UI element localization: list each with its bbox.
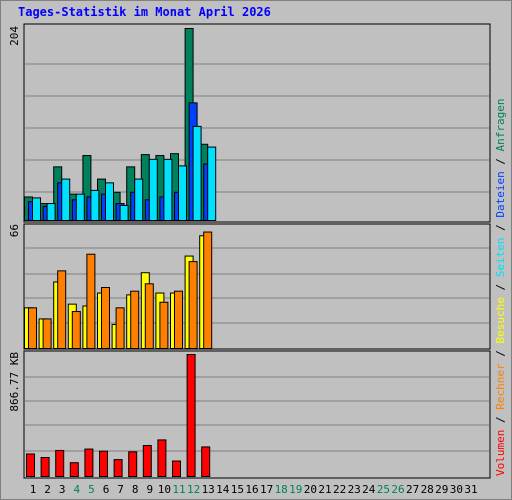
bar-volumen-day-3: [55, 449, 65, 477]
x-tick-label-day-5: 5: [88, 483, 95, 496]
legend-entry-dateien: Dateien: [494, 171, 507, 217]
legend-text: Volumen / Rechner / Besuche / Seiten / D…: [494, 98, 507, 476]
x-tick-label-day-6: 6: [103, 483, 110, 496]
bar-volumen-day-1: [26, 453, 35, 478]
x-tick-label-day-27: 27: [406, 483, 419, 496]
bar-seiten-day-4: [75, 193, 85, 222]
legend-separator: /: [494, 277, 507, 297]
bar-seiten-day-3: [61, 178, 71, 222]
legend-separator: /: [494, 410, 507, 430]
x-tick-label-day-10: 10: [158, 483, 171, 496]
y-max-label-requests: 204: [8, 26, 21, 46]
legend-entry-volumen: Volumen: [494, 430, 507, 476]
bar-seiten-day-10: [163, 158, 173, 222]
x-tick-label-day-19: 19: [289, 483, 302, 496]
bar-seiten-day-2: [46, 203, 56, 221]
x-tick-label-day-24: 24: [362, 483, 376, 496]
bar-seiten-day-12: [192, 125, 202, 221]
x-tick-label-day-23: 23: [348, 483, 361, 496]
x-tick-label-day-8: 8: [132, 483, 139, 496]
x-tick-label-day-7: 7: [117, 483, 124, 496]
bar-rechner-day-10: [159, 301, 169, 349]
x-tick-label-day-20: 20: [304, 483, 317, 496]
chart-title: Tages-Statistik im Monat April 2026: [18, 5, 271, 19]
bar-seiten-day-13: [207, 146, 217, 222]
bar-seiten-day-1: [32, 197, 41, 221]
x-tick-label-day-13: 13: [202, 483, 215, 496]
x-tick-label-day-2: 2: [44, 483, 51, 496]
bar-volumen-day-9: [142, 445, 152, 477]
x-axis-labels: 1 2 3 4 5 6 7 8 9 10 11 12 13 14 15 16 17 18 19 20 21 22 23 24 2…: [30, 483, 478, 496]
volume-panel: [23, 350, 491, 479]
x-tick-label-day-9: 9: [146, 483, 153, 496]
x-tick-label-day-21: 21: [318, 483, 331, 496]
bar-seiten-day-7: [119, 204, 129, 222]
bar-volumen-day-6: [99, 450, 108, 477]
bar-volumen-day-11: [172, 460, 181, 478]
legend-entry-besuche: Besuche: [494, 297, 507, 343]
x-tick-label-day-1: 1: [30, 483, 37, 496]
bar-seiten-day-5: [90, 189, 100, 222]
x-tick-label-day-11: 11: [172, 483, 185, 496]
x-tick-label-day-17: 17: [260, 483, 273, 496]
y-max-label-visits: 66: [8, 224, 21, 237]
bar-rechner-day-11: [174, 290, 183, 349]
bar-rechner-day-6: [101, 287, 110, 349]
x-tick-label-day-26: 26: [391, 483, 404, 496]
bar-seiten-day-9: [148, 158, 158, 222]
legend-entry-anfragen: Anfragen: [494, 98, 507, 151]
bar-volumen-day-7: [113, 459, 123, 478]
bar-rechner-day-5: [86, 253, 96, 350]
x-tick-label-day-4: 4: [73, 483, 80, 496]
bar-volumen-day-5: [84, 448, 94, 478]
right-legend: Volumen / Rechner / Besuche / Seiten / D…: [494, 98, 507, 476]
x-tick-label-day-16: 16: [245, 483, 258, 496]
legend-separator: /: [494, 218, 507, 238]
bar-volumen-day-4: [69, 462, 79, 478]
bar-rechner-day-1: [28, 307, 37, 350]
bar-seiten-day-11: [178, 165, 187, 221]
bar-volumen-day-13: [201, 446, 211, 477]
bar-rechner-day-7: [115, 307, 125, 350]
bar-volumen-day-8: [128, 451, 138, 477]
legend-entry-seiten: Seiten: [494, 238, 507, 278]
x-tick-label-day-15: 15: [231, 483, 244, 496]
x-tick-label-day-29: 29: [435, 483, 448, 496]
y-axis-labels: 204 66 866.77 KB: [8, 26, 21, 412]
bar-rechner-day-13: [203, 231, 213, 349]
x-tick-label-day-31: 31: [464, 483, 477, 496]
bar-volumen-day-2: [40, 456, 50, 477]
x-tick-label-day-18: 18: [275, 483, 288, 496]
bar-volumen-day-12: [186, 354, 196, 477]
x-tick-label-day-12: 12: [187, 483, 200, 496]
x-tick-label-day-14: 14: [216, 483, 230, 496]
bar-seiten-day-6: [105, 182, 114, 221]
bar-seiten-day-8: [134, 178, 144, 222]
x-tick-label-day-28: 28: [421, 483, 434, 496]
legend-separator: /: [494, 344, 507, 364]
bar-rechner-day-8: [130, 290, 140, 349]
legend-entry-rechner: Rechner: [494, 363, 507, 410]
bar-rechner-day-9: [144, 283, 154, 350]
bar-rechner-day-2: [42, 318, 52, 350]
x-tick-label-day-25: 25: [377, 483, 390, 496]
bar-rechner-day-3: [57, 270, 67, 350]
x-tick-label-day-22: 22: [333, 483, 346, 496]
x-tick-label-day-30: 30: [450, 483, 463, 496]
legend-separator: /: [494, 151, 507, 171]
bar-rechner-day-4: [71, 311, 81, 349]
y-max-label-volume: 866.77 KB: [8, 352, 21, 412]
bars: [24, 28, 217, 478]
bar-volumen-day-10: [157, 439, 167, 477]
bar-rechner-day-12: [188, 261, 198, 349]
x-tick-label-day-3: 3: [59, 483, 66, 496]
